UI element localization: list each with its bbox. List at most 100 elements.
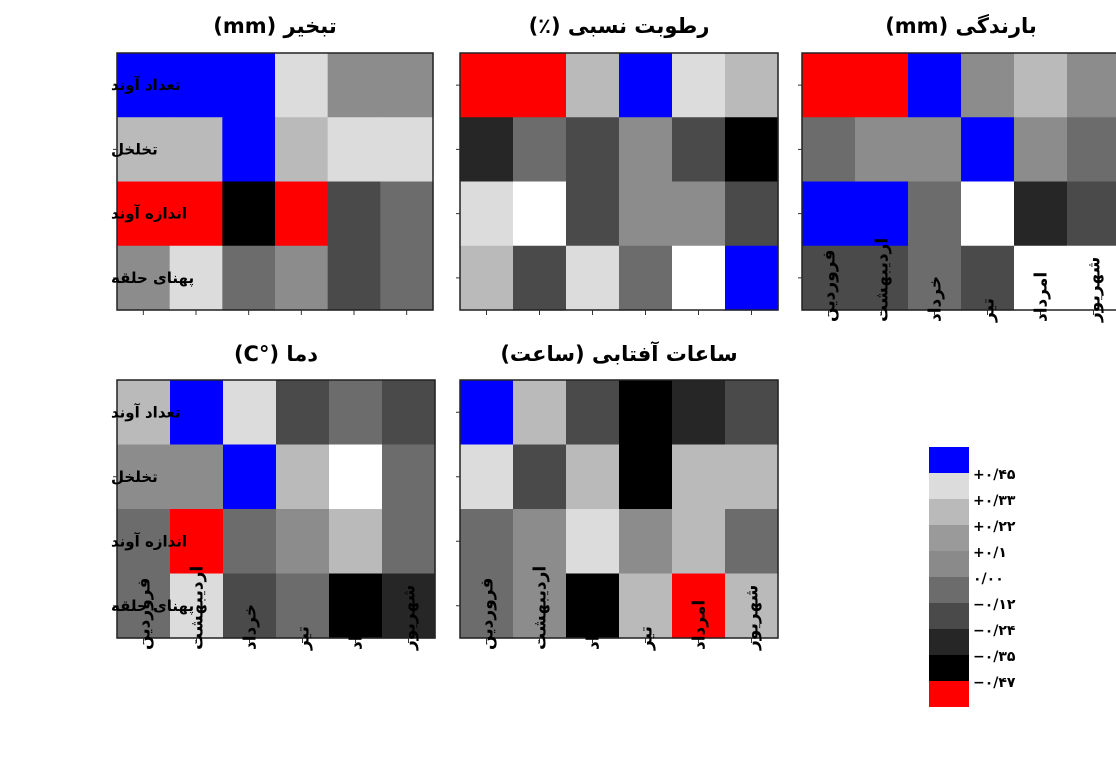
- heatmap-panel-1: تبخیر (mm) تعداد آوند تخلخل اندازه آوند پهنا…: [111, 14, 434, 315]
- panel-frame: [116, 379, 436, 639]
- heatmap-cell: [222, 181, 276, 247]
- column-label: فروردین: [135, 578, 155, 650]
- legend-label: +۰/۴۵: [973, 467, 1016, 483]
- heatmap-cell: [566, 117, 620, 183]
- column-label: خرداد: [584, 604, 604, 650]
- heatmap-cell: [223, 573, 277, 639]
- heatmap-cell: [802, 117, 856, 183]
- heatmap-panel-2: رطوبت نسبی (٪): [456, 14, 779, 315]
- heatmap-cell: [961, 181, 1015, 247]
- heatmap-cell: [1067, 53, 1116, 118]
- heatmap-cell: [460, 53, 514, 118]
- heatmap-cell: [170, 380, 224, 446]
- heatmap-cell: [222, 117, 276, 183]
- heatmap-cell: [672, 181, 726, 247]
- column-label: امرداد: [690, 600, 710, 650]
- heatmap-cell: [329, 509, 383, 575]
- heatmap-cell: [170, 444, 224, 510]
- column-label: تیر: [637, 626, 657, 651]
- legend-label: −۰/۳۵: [973, 649, 1016, 665]
- panel-frame: [459, 52, 779, 311]
- heatmap-cell: [222, 53, 276, 118]
- heatmap-cell: [513, 117, 567, 183]
- heatmap-cell: [566, 53, 620, 118]
- legend-swatch: [929, 551, 969, 577]
- heatmap-cell: [855, 53, 909, 118]
- heatmap-cell: [117, 245, 171, 311]
- heatmap-cell: [460, 573, 514, 639]
- heatmap-cell: [1067, 181, 1116, 247]
- column-label: اردیبهشت: [188, 566, 208, 650]
- heatmap-cell: [327, 53, 381, 118]
- heatmap-cell: [275, 53, 329, 118]
- heatmap-cell: [1067, 117, 1116, 183]
- column-label: امرداد: [1032, 272, 1052, 322]
- legend-label: −۰/۲۴: [973, 623, 1016, 639]
- heatmap-cell: [513, 509, 567, 575]
- heatmap-cell: [117, 444, 171, 510]
- heatmap-cell: [1014, 117, 1068, 183]
- legend-label: +۰/۲۲: [973, 519, 1016, 535]
- heatmap-cell: [566, 181, 620, 247]
- legend-label: +۰/۱: [973, 545, 1007, 561]
- heatmap-cell: [169, 245, 223, 311]
- heatmap-cell: [725, 53, 779, 118]
- heatmap-cell: [169, 53, 223, 118]
- heatmap-cell: [382, 573, 436, 639]
- heatmap-cell: [222, 245, 276, 311]
- heatmap-cell: [460, 509, 514, 575]
- heatmap-cell: [276, 380, 330, 446]
- heatmap-cell: [513, 245, 567, 311]
- row-label: اندازه آوند: [111, 205, 187, 223]
- column-label: شهریور: [400, 585, 420, 651]
- heatmap-cell: [908, 53, 962, 118]
- panel-title: بارندگی (mm): [885, 13, 1037, 38]
- heatmap-cell: [725, 573, 779, 639]
- heatmap-cell: [1014, 181, 1068, 247]
- heatmap-cell: [382, 380, 436, 446]
- heatmap-cell: [566, 245, 620, 311]
- column-label: اردیبهشت: [873, 238, 893, 322]
- heatmap-cell: [908, 245, 962, 311]
- heatmap-cell: [513, 181, 567, 247]
- heatmap-cell: [725, 444, 779, 510]
- heatmap-cell: [380, 245, 434, 311]
- heatmap-cell: [908, 117, 962, 183]
- heatmap-panel-3: بارندگی (mm) فروردین اردیبهشت خرداد تیر امردا…: [798, 13, 1116, 323]
- heatmap-panel-4: دما (°C) تعداد آوند تخلخل اندازه آوند پهنای …: [111, 342, 436, 651]
- heatmap-cell: [672, 53, 726, 118]
- heatmap-cell: [672, 380, 726, 446]
- heatmap-cell: [327, 117, 381, 183]
- legend-swatch: [929, 525, 969, 551]
- heatmap-cell: [725, 380, 779, 446]
- heatmap-cell: [117, 181, 171, 247]
- heatmap-cell: [117, 53, 171, 118]
- legend-label: ۰/۰۰: [973, 571, 1004, 587]
- heatmap-cell: [327, 245, 381, 311]
- heatmap-cell: [170, 509, 224, 575]
- panel-title: دما (°C): [234, 342, 318, 366]
- heatmap-cell: [566, 573, 620, 639]
- heatmap-cell: [380, 53, 434, 118]
- heatmap-cell: [725, 509, 779, 575]
- row-label: اندازه آوند: [111, 532, 187, 550]
- heatmap-cell: [802, 181, 856, 247]
- legend-swatch: [929, 473, 969, 499]
- heatmap-cell: [619, 509, 673, 575]
- heatmap-cell: [1067, 245, 1116, 311]
- row-label: تعداد آوند: [111, 76, 181, 94]
- panel-frame: [116, 52, 434, 311]
- heatmap-cell: [566, 380, 620, 446]
- heatmap-cell: [380, 181, 434, 247]
- heatmap-cell: [672, 444, 726, 510]
- row-label: پهنای حلقه: [111, 269, 194, 288]
- heatmap-cell: [672, 573, 726, 639]
- panel-frame: [801, 52, 1116, 311]
- column-label: خرداد: [926, 276, 946, 322]
- heatmap-cell: [619, 53, 673, 118]
- legend-swatch: [929, 655, 969, 681]
- heatmap-cell: [802, 53, 856, 118]
- column-label: تیر: [294, 626, 314, 651]
- heatmap-cell: [1014, 245, 1068, 311]
- panel-title: رطوبت نسبی (٪): [529, 14, 710, 38]
